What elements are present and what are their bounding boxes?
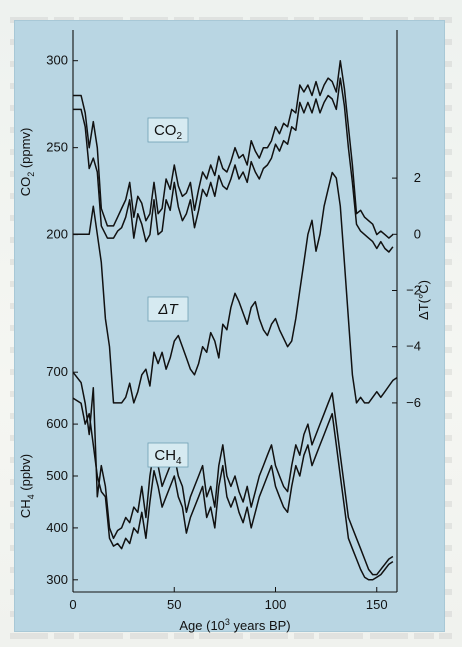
co2-y-tick-label: 250	[46, 140, 68, 155]
x-tick-label: 0	[69, 597, 76, 612]
co2-axis-label-subscript: 2	[26, 172, 36, 177]
co2-label-subscript: 2	[176, 131, 182, 142]
series-layer	[72, 59, 398, 581]
x-axis-label-tail: years BP)	[230, 618, 291, 633]
x-tick-label: 50	[167, 597, 181, 612]
co2-panel-label: CO2	[147, 117, 189, 143]
x-tick-label: 100	[265, 597, 287, 612]
ch4-y-tick-label: 600	[46, 416, 68, 431]
ch4-panel-label: CH4	[147, 442, 189, 468]
ch4-label-main: CH	[154, 447, 176, 464]
ticks-layer	[72, 60, 397, 592]
co2-label-text: CO2	[154, 122, 183, 142]
dt-series-line-1	[73, 171, 398, 404]
co2-axis-label-unit: (ppmv)	[18, 128, 33, 172]
x-tick-label: 150	[366, 597, 388, 612]
axes-layer	[72, 30, 398, 593]
ch4-series-line-1	[72, 371, 394, 576]
dt-axis-label: ΔT(°C)	[416, 280, 431, 320]
x-axis-label-exponent: 3	[225, 617, 230, 627]
ch4-label-box	[147, 442, 189, 468]
dt-y-tick-label: 0	[414, 226, 421, 241]
ch4-axis-label-main: CH	[18, 499, 33, 518]
ch4-y-tick-label: 500	[46, 468, 68, 483]
x-axis-label: Age (103 years BP)	[179, 617, 290, 633]
ch4-axis-label: CH4 (ppbv)	[18, 454, 36, 518]
x-axis-label-main: Age (10	[179, 618, 225, 633]
co2-y-tick-label: 300	[46, 53, 68, 68]
ch4-series-line-2	[72, 397, 394, 581]
ch4-axis-label-unit: (ppbv)	[18, 454, 33, 494]
co2-series-line-2	[73, 77, 394, 253]
ch4-label-subscript: 4	[176, 456, 182, 467]
co2-axis-label-main: CO	[18, 177, 33, 197]
ch4-y-tick-label: 700	[46, 364, 68, 379]
ch4-axis-label-subscript: 4	[26, 494, 36, 499]
ch4-label-text: CH4	[154, 447, 182, 467]
dt-y-tick-label: 2	[414, 170, 421, 185]
dt-panel-label: ΔT	[147, 296, 189, 322]
ch4-y-tick-label: 300	[46, 572, 68, 587]
co2-axis-label: CO2 (ppmv)	[18, 128, 36, 197]
co2-label-box	[147, 117, 189, 143]
co2-series-line-1	[73, 59, 394, 239]
dt-y-tick-label: −6	[406, 395, 421, 410]
dt-y-tick-label: −4	[406, 339, 421, 354]
ch4-y-tick-label: 400	[46, 520, 68, 535]
co2-label-main: CO	[154, 122, 177, 139]
dt-label-box	[147, 296, 189, 322]
dt-axis-label-main: ΔT(°C)	[416, 280, 431, 320]
dt-y-tick-label: −2	[406, 283, 421, 298]
co2-y-tick-label: 200	[46, 227, 68, 242]
dt-label-text: ΔT	[157, 301, 179, 318]
dt-label-main: ΔT	[157, 301, 179, 318]
